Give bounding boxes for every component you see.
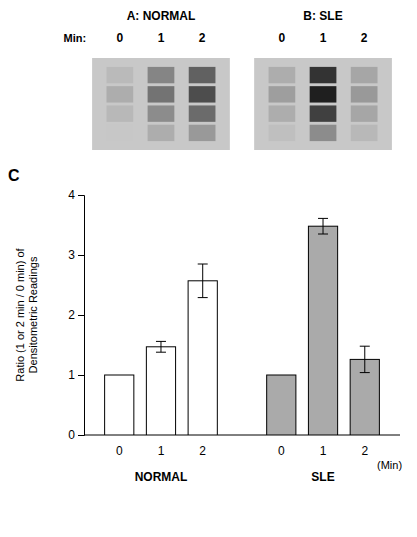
tick-mark bbox=[78, 435, 84, 436]
group-label: SLE bbox=[311, 470, 334, 484]
tick-label: 2 bbox=[68, 308, 75, 322]
tick-label: 3 bbox=[68, 248, 75, 262]
error-cap bbox=[156, 352, 166, 353]
tick-mark bbox=[78, 195, 84, 196]
tick-label: 0 bbox=[116, 444, 123, 458]
error-line bbox=[160, 341, 161, 352]
bar bbox=[188, 281, 217, 435]
gel-band bbox=[269, 67, 296, 83]
chart-root: A: NORMAL012Min:B: SLE01201234012NORMAL0… bbox=[0, 0, 417, 537]
gel-band bbox=[148, 86, 175, 102]
error-bar bbox=[360, 346, 370, 372]
tick: 0 bbox=[68, 428, 84, 442]
gel-band bbox=[310, 67, 337, 83]
error-line bbox=[202, 264, 203, 298]
gel-band bbox=[310, 86, 337, 102]
bar bbox=[267, 375, 296, 435]
error-cap bbox=[318, 234, 328, 235]
gel-band bbox=[189, 86, 216, 102]
tick-label: 2 bbox=[361, 31, 368, 45]
gel-panel bbox=[92, 58, 230, 150]
tick: 2 bbox=[68, 308, 84, 322]
error-cap bbox=[360, 346, 370, 347]
tick: 4 bbox=[68, 188, 84, 202]
axis-label: Min: bbox=[63, 32, 86, 44]
tick-label: 2 bbox=[199, 444, 206, 458]
error-cap bbox=[198, 264, 208, 265]
tick-label: 1 bbox=[320, 31, 327, 45]
bars bbox=[105, 218, 380, 435]
tick-label: 2 bbox=[199, 31, 206, 45]
group-label: NORMAL bbox=[135, 470, 188, 484]
panel-label: C bbox=[8, 167, 20, 184]
tick-label: 4 bbox=[68, 188, 75, 202]
gel-band bbox=[310, 105, 337, 121]
error-cap bbox=[156, 341, 166, 342]
gel-band bbox=[351, 125, 378, 141]
gel-band bbox=[189, 67, 216, 83]
gel-band bbox=[269, 125, 296, 141]
axis-label: (Min) bbox=[377, 459, 402, 471]
gel-background bbox=[254, 58, 392, 150]
error-bar bbox=[156, 341, 166, 352]
tick-label: 0 bbox=[68, 428, 75, 442]
gel-band bbox=[351, 86, 378, 102]
tick: 1 bbox=[68, 368, 84, 382]
gel-background bbox=[92, 58, 230, 150]
gel-band bbox=[310, 125, 337, 141]
error-cap bbox=[198, 297, 208, 298]
gel-band bbox=[269, 105, 296, 121]
gel-band bbox=[106, 86, 133, 102]
axis-label: Ratio (1 or 2 min / 0 min) ofDensitometr… bbox=[14, 247, 39, 381]
error-line bbox=[364, 346, 365, 372]
y-axis: 0 1 2 3 4 bbox=[68, 188, 84, 442]
tick: 3 bbox=[68, 248, 84, 262]
error-cap bbox=[360, 372, 370, 373]
tick-label: 1 bbox=[320, 444, 327, 458]
tick-mark bbox=[78, 315, 84, 316]
gel-band bbox=[269, 86, 296, 102]
gel-band bbox=[351, 105, 378, 121]
bar bbox=[105, 375, 134, 435]
tick-label: 1 bbox=[158, 31, 165, 45]
gel-band bbox=[148, 105, 175, 121]
error-line bbox=[323, 218, 324, 234]
gel-title: A: NORMAL bbox=[127, 9, 196, 23]
axis-line bbox=[78, 196, 85, 436]
gel-panel bbox=[254, 58, 392, 150]
gel-band bbox=[106, 67, 133, 83]
tick-label: 0 bbox=[117, 31, 124, 45]
gel-band bbox=[351, 67, 378, 83]
gel-band bbox=[148, 125, 175, 141]
gel-band bbox=[189, 105, 216, 121]
bar bbox=[146, 347, 175, 435]
tick-label: 1 bbox=[158, 444, 165, 458]
tick-mark bbox=[78, 255, 84, 256]
gel-band bbox=[106, 105, 133, 121]
error-bar bbox=[318, 218, 328, 234]
bar bbox=[308, 226, 337, 435]
gel-band bbox=[148, 67, 175, 83]
tick-label: 1 bbox=[68, 368, 75, 382]
error-bar bbox=[198, 264, 208, 298]
gel-band bbox=[189, 125, 216, 141]
tick-label: 0 bbox=[279, 31, 286, 45]
tick-label: 0 bbox=[278, 444, 285, 458]
gel-band bbox=[106, 125, 133, 141]
gel-title: B: SLE bbox=[303, 9, 342, 23]
tick-mark bbox=[78, 375, 84, 376]
tick-label: 2 bbox=[361, 444, 368, 458]
error-cap bbox=[318, 218, 328, 219]
